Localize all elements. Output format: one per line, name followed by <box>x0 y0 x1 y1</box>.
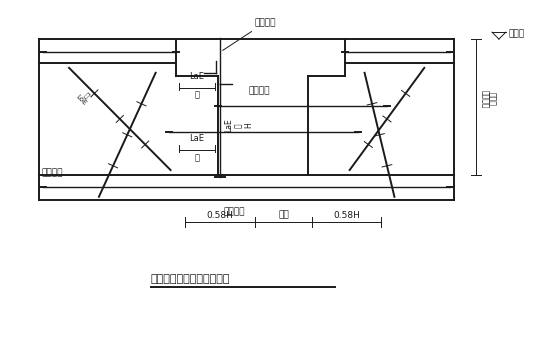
Text: LaE: LaE <box>189 72 204 81</box>
Text: 0.58H: 0.58H <box>333 210 360 220</box>
Text: 0.58H: 0.58H <box>207 210 234 220</box>
Text: 基础顶: 基础顶 <box>509 29 525 38</box>
Text: 承台下筋: 承台下筋 <box>41 168 63 177</box>
Text: 基础埋深: 基础埋深 <box>480 90 489 108</box>
Text: 承台下筋: 承台下筋 <box>223 208 245 217</box>
Text: 井宽: 井宽 <box>278 210 289 220</box>
Text: 覆: 覆 <box>234 123 243 128</box>
Text: 桩
LoE: 桩 LoE <box>75 88 93 107</box>
Text: 承台上筋: 承台上筋 <box>223 18 276 50</box>
Text: LaE: LaE <box>224 118 234 132</box>
Text: 胡: 胡 <box>194 91 199 100</box>
Text: 工作深: 工作深 <box>487 92 496 106</box>
Text: H: H <box>244 122 253 128</box>
Text: 胡: 胡 <box>194 153 199 162</box>
Text: 承台上筋: 承台上筋 <box>248 87 270 96</box>
Text: LaE: LaE <box>189 134 204 143</box>
Text: 承台中井坑配筋示意（一）: 承台中井坑配筋示意（一） <box>151 274 230 284</box>
